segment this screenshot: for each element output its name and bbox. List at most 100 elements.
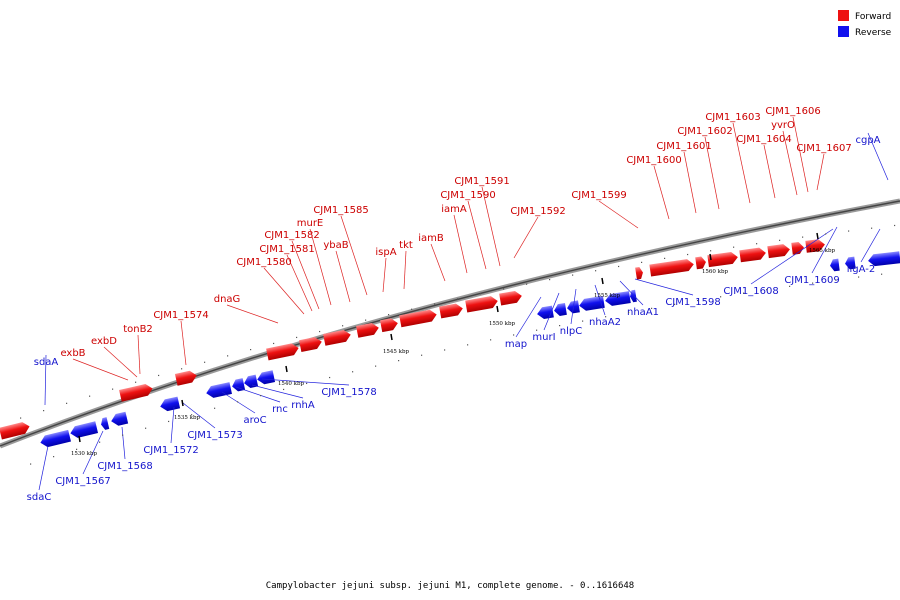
reverse-gene-arrow[interactable] (231, 378, 246, 392)
reverse-gene-arrow[interactable] (205, 382, 232, 399)
gene-label-cjm1-1582[interactable]: CJM1_1582 (264, 230, 319, 241)
gene-label-cjm1-1581[interactable]: CJM1_1581 (259, 244, 314, 255)
gene-label-sdaa[interactable]: sdaA (34, 357, 59, 368)
minor-tick (490, 339, 492, 341)
reverse-gene-arrow[interactable] (604, 291, 631, 307)
gene-label-ispa[interactable]: ispA (375, 247, 396, 258)
gene-label-tkt[interactable]: tkt (399, 240, 413, 251)
gene-label-cjm1-1606[interactable]: CJM1_1606 (765, 106, 820, 117)
tick-label: 1560 kbp (702, 269, 729, 275)
gene-label-exbd[interactable]: exbD (91, 336, 117, 347)
gene-leader-line (598, 200, 639, 229)
gene-label-cjm1-1585[interactable]: CJM1_1585 (313, 205, 368, 216)
gene-label-cjm1-1590[interactable]: CJM1_1590 (440, 190, 495, 201)
gene-label-cjm1-1607[interactable]: CJM1_1607 (796, 143, 851, 154)
gene-label-rnc[interactable]: rnc (272, 404, 288, 415)
forward-gene-arrow[interactable] (739, 247, 766, 263)
gene-label-exbb[interactable]: exbB (60, 348, 85, 359)
forward-gene-arrow[interactable] (323, 329, 352, 346)
minor-tick (779, 239, 781, 241)
gene-label-cjm1-1580[interactable]: CJM1_1580 (236, 257, 291, 268)
gene-label-cjm1-1599[interactable]: CJM1_1599 (571, 190, 626, 201)
reverse-gene-arrow[interactable] (69, 421, 99, 439)
forward-gene-arrow[interactable] (380, 317, 399, 333)
forward-gene-arrow[interactable] (499, 290, 523, 306)
forward-gene-arrow[interactable] (695, 256, 707, 270)
gene-label-cgpa[interactable]: cgpA (855, 135, 880, 146)
minor-tick (651, 307, 653, 309)
gene-label-iama[interactable]: iamA (441, 204, 467, 215)
forward-gene-arrow[interactable] (649, 258, 694, 277)
gene-label-mure[interactable]: murE (297, 218, 324, 229)
reverse-gene-arrow[interactable] (100, 417, 110, 430)
forward-gene-arrow[interactable] (465, 295, 499, 313)
gene-label-cjm1-1600[interactable]: CJM1_1600 (626, 155, 681, 166)
reverse-gene-arrow[interactable] (578, 295, 605, 312)
gene-label-tonb2[interactable]: tonB2 (123, 324, 153, 335)
minor-tick (237, 401, 239, 403)
gene-leader-line (170, 406, 175, 444)
minor-tick (835, 279, 837, 281)
gene-label-cjm1-1601[interactable]: CJM1_1601 (656, 141, 711, 152)
gene-label-sdac[interactable]: sdaC (27, 492, 52, 503)
forward-gene-arrow[interactable] (119, 383, 154, 402)
minor-tick (365, 319, 367, 321)
reverse-gene-arrow[interactable] (844, 256, 856, 270)
reverse-gene-arrow[interactable] (829, 258, 840, 272)
gene-label-iamb[interactable]: iamB (418, 233, 444, 244)
forward-gene-arrow[interactable] (299, 336, 323, 353)
forward-gene-arrow[interactable] (174, 369, 198, 386)
forward-gene-arrow[interactable] (767, 243, 790, 259)
forward-gene-arrow[interactable] (805, 239, 825, 253)
gene-label-cjm1-1573[interactable]: CJM1_1573 (187, 430, 242, 441)
gene-label-nhaa2[interactable]: nhaA2 (589, 317, 621, 328)
minor-tick (674, 303, 676, 305)
gene-label-dnag[interactable]: dnaG (214, 294, 241, 305)
forward-gene-arrow[interactable] (439, 303, 464, 319)
minor-tick (595, 270, 597, 272)
forward-gene-arrow[interactable] (635, 267, 644, 280)
gene-label-cjm1-1604[interactable]: CJM1_1604 (736, 134, 791, 145)
minor-tick (720, 296, 722, 298)
gene-label-nhaa1[interactable]: nhaA1 (627, 307, 659, 318)
gene-label-liga-2[interactable]: ligA-2 (847, 264, 876, 275)
gene-label-cjm1-1591[interactable]: CJM1_1591 (454, 176, 509, 187)
gene-label-aroc[interactable]: aroC (243, 415, 266, 426)
gene-label-ybab[interactable]: ybaB (323, 240, 348, 251)
gene-label-nlpc[interactable]: nlpC (560, 326, 582, 337)
gene-label-rnha[interactable]: rnhA (291, 400, 315, 411)
forward-gene-arrow[interactable] (399, 309, 438, 328)
gene-label-cjm1-1567[interactable]: CJM1_1567 (55, 476, 110, 487)
reverse-gene-arrow[interactable] (256, 370, 276, 385)
reverse-gene-arrow[interactable] (243, 374, 259, 389)
gene-label-cjm1-1609[interactable]: CJM1_1609 (784, 275, 839, 286)
forward-gene-arrow[interactable] (707, 251, 738, 268)
forward-gene-arrow[interactable] (266, 342, 300, 361)
gene-label-cjm1-1603[interactable]: CJM1_1603 (705, 112, 760, 123)
gene-label-cjm1-1598[interactable]: CJM1_1598 (665, 297, 720, 308)
forward-gene-arrow[interactable] (791, 241, 804, 255)
minor-tick (66, 402, 68, 404)
minor-tick (43, 410, 45, 412)
reverse-gene-arrow[interactable] (110, 411, 129, 427)
forward-gene-arrow[interactable] (356, 322, 380, 338)
gene-label-muri[interactable]: murI (532, 332, 555, 343)
reverse-gene-arrow[interactable] (553, 302, 567, 317)
gene-leader-line (38, 445, 49, 491)
legend-forward-label: Forward (855, 12, 891, 22)
reverse-gene-arrow[interactable] (39, 429, 71, 449)
reverse-gene-arrow[interactable] (867, 251, 900, 267)
gene-leader-line (82, 430, 104, 475)
gene-label-yvro[interactable]: yvrO (771, 120, 795, 131)
gene-label-cjm1-1592[interactable]: CJM1_1592 (510, 206, 565, 217)
gene-label-cjm1-1572[interactable]: CJM1_1572 (143, 445, 198, 456)
reverse-gene-arrow[interactable] (159, 396, 181, 413)
gene-label-map[interactable]: map (505, 339, 527, 350)
gene-label-cjm1-1602[interactable]: CJM1_1602 (677, 126, 732, 137)
forward-gene-arrow[interactable] (0, 421, 31, 440)
gene-label-cjm1-1574[interactable]: CJM1_1574 (153, 310, 208, 321)
gene-label-cjm1-1608[interactable]: CJM1_1608 (723, 286, 778, 297)
gene-label-cjm1-1578[interactable]: CJM1_1578 (321, 387, 376, 398)
genome-backbone (0, 198, 900, 449)
gene-label-cjm1-1568[interactable]: CJM1_1568 (97, 461, 152, 472)
